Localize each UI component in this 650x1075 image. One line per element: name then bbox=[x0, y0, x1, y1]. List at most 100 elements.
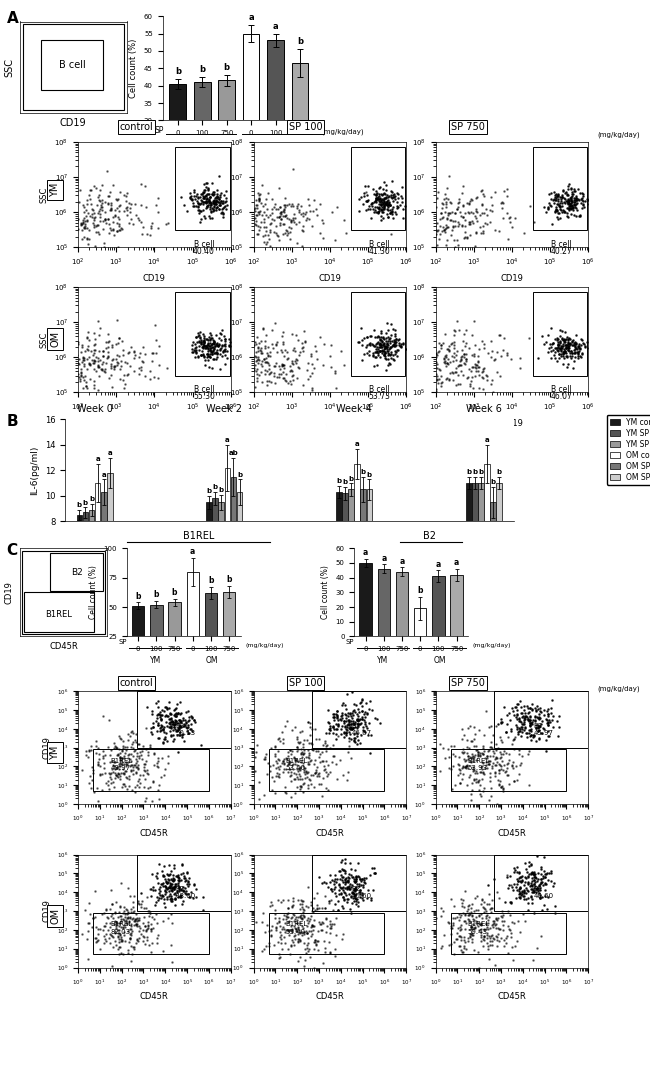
Point bbox=[322, 736, 332, 754]
Point bbox=[126, 937, 136, 955]
Point bbox=[399, 214, 410, 231]
Point bbox=[547, 707, 558, 725]
Point bbox=[567, 194, 577, 211]
Bar bbox=[175, 292, 229, 375]
Point bbox=[296, 926, 307, 943]
Point bbox=[479, 921, 489, 938]
Point bbox=[189, 876, 200, 893]
Point bbox=[333, 875, 344, 892]
Point bbox=[314, 730, 324, 747]
Point bbox=[109, 757, 120, 774]
Bar bbox=[107, 473, 112, 624]
Point bbox=[348, 873, 359, 890]
Point bbox=[376, 325, 386, 342]
Point bbox=[207, 200, 218, 217]
Point bbox=[217, 347, 228, 364]
Point bbox=[205, 331, 215, 348]
Point bbox=[337, 704, 347, 721]
Point bbox=[352, 875, 362, 892]
Point bbox=[267, 321, 278, 339]
Point bbox=[202, 190, 212, 207]
Point bbox=[97, 194, 107, 211]
Point bbox=[218, 355, 228, 372]
Point bbox=[93, 359, 103, 376]
Point bbox=[507, 735, 517, 752]
Point bbox=[212, 198, 222, 215]
Point bbox=[212, 345, 222, 362]
Point bbox=[495, 778, 506, 796]
Text: OM: OM bbox=[434, 656, 446, 664]
Point bbox=[239, 336, 249, 354]
X-axis label: CD19: CD19 bbox=[143, 274, 166, 283]
Point bbox=[534, 700, 545, 717]
Point bbox=[278, 202, 289, 219]
Point bbox=[466, 903, 476, 920]
Point bbox=[335, 879, 345, 897]
Point bbox=[311, 935, 321, 952]
Point bbox=[318, 873, 329, 890]
Point bbox=[289, 749, 299, 766]
Point bbox=[162, 874, 172, 891]
Point bbox=[484, 756, 494, 773]
Point bbox=[341, 720, 351, 737]
Point bbox=[270, 909, 280, 927]
Point bbox=[297, 899, 307, 916]
Point bbox=[109, 778, 120, 796]
Point bbox=[564, 200, 574, 217]
Point bbox=[273, 201, 283, 218]
Point bbox=[478, 928, 489, 945]
Point bbox=[328, 736, 339, 754]
Point bbox=[325, 874, 335, 891]
Point bbox=[184, 725, 194, 742]
Point bbox=[270, 737, 281, 755]
Point bbox=[358, 705, 369, 722]
Point bbox=[88, 201, 99, 218]
Point bbox=[474, 367, 484, 384]
Point bbox=[180, 886, 190, 903]
Point bbox=[525, 707, 536, 725]
Point bbox=[281, 196, 292, 213]
Point bbox=[122, 201, 133, 218]
Point bbox=[464, 897, 474, 914]
Point bbox=[464, 216, 474, 233]
Point bbox=[121, 914, 131, 931]
Point bbox=[374, 332, 385, 349]
Point bbox=[39, 202, 49, 219]
Point bbox=[274, 232, 285, 249]
Point bbox=[110, 769, 120, 786]
Point bbox=[173, 871, 183, 888]
Point bbox=[441, 219, 452, 236]
Point bbox=[453, 919, 463, 936]
Point bbox=[472, 357, 482, 374]
Text: B2: B2 bbox=[533, 886, 542, 892]
Point bbox=[388, 339, 398, 356]
Point bbox=[528, 863, 539, 880]
Point bbox=[150, 882, 160, 899]
Point bbox=[116, 219, 126, 236]
Point bbox=[379, 334, 389, 352]
Point bbox=[370, 864, 380, 882]
Point bbox=[111, 760, 121, 777]
Point bbox=[451, 376, 462, 393]
Point bbox=[350, 861, 360, 878]
Point bbox=[551, 203, 561, 220]
Point bbox=[124, 909, 134, 927]
Point bbox=[428, 389, 438, 406]
Point bbox=[278, 918, 288, 935]
Point bbox=[73, 210, 83, 227]
Point bbox=[214, 197, 225, 214]
Point bbox=[528, 879, 539, 897]
Point bbox=[435, 226, 445, 243]
Point bbox=[446, 890, 456, 907]
Point bbox=[529, 873, 539, 890]
Point bbox=[428, 354, 438, 371]
Point bbox=[60, 355, 70, 372]
Point bbox=[194, 341, 204, 358]
Point bbox=[356, 319, 366, 336]
Point bbox=[478, 898, 488, 915]
Point bbox=[494, 756, 504, 773]
Point bbox=[252, 329, 263, 346]
Point bbox=[565, 197, 575, 214]
Point bbox=[103, 210, 114, 227]
Point bbox=[101, 774, 111, 791]
